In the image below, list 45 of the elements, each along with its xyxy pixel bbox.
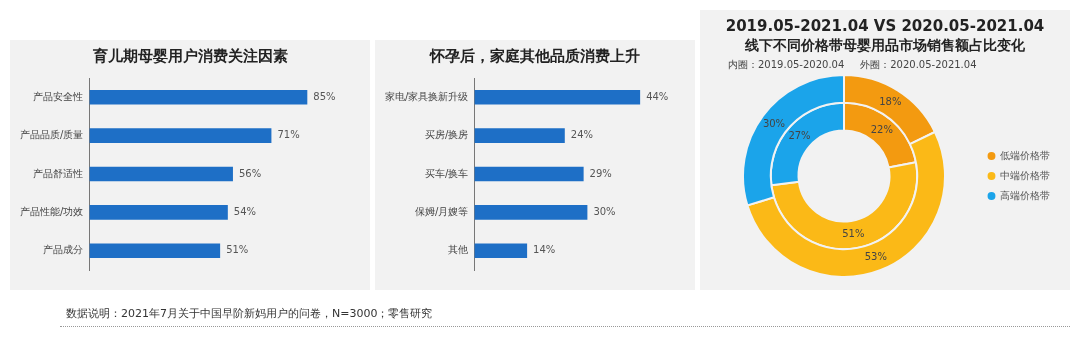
- data-label: 54%: [233, 205, 257, 217]
- bar: [474, 128, 565, 143]
- data-label: 51%: [226, 244, 249, 256]
- legend-label: 低端价格带: [1000, 149, 1050, 161]
- y-tick-label: 产品安全性: [33, 90, 84, 102]
- bar: [89, 128, 272, 143]
- bar: [474, 166, 584, 182]
- y-tick-label: 买车/换车: [424, 167, 469, 179]
- y-tick-label: 其他: [448, 244, 469, 256]
- chart-title: 怀孕后，家庭其他品质消费上升: [428, 46, 641, 66]
- y-tick-label: 保姆/月嫂等: [414, 205, 469, 217]
- y-tick-label: 产品成分: [43, 244, 84, 256]
- chart-subtitle: 线下不同价格带母婴用品市场销售额占比变化: [744, 36, 1026, 54]
- data-label: 85%: [313, 90, 336, 102]
- bar: [89, 166, 233, 182]
- bar: [89, 243, 221, 259]
- y-tick-label: 家电/家具换新升级: [384, 90, 469, 102]
- data-label: 56%: [238, 167, 262, 179]
- data-label: 18%: [879, 95, 902, 107]
- data-label: 27%: [788, 130, 811, 142]
- bar: [474, 89, 641, 105]
- data-label: 30%: [593, 205, 616, 217]
- y-tick-label: 产品品质/质量: [19, 129, 84, 141]
- chart-title: 育儿期母婴用户消费关注因素: [91, 46, 289, 66]
- data-label: 44%: [646, 90, 669, 102]
- text: 数据说明：2021年7月关于中国早阶新妈用户的问卷，N=3000；零售研究: [66, 306, 433, 321]
- legend-label: 高端价格带: [1000, 189, 1050, 201]
- y-tick-label: 买房/换房: [424, 129, 469, 141]
- chart-title: 2019.05-2021.04 VS 2020.05-2021.04: [724, 16, 1046, 36]
- data-label: 51%: [842, 228, 865, 240]
- data-label: 30%: [762, 117, 786, 129]
- y-tick-label: 产品性能/功效: [19, 205, 84, 217]
- y-tick-label: 产品舒适性: [33, 167, 84, 179]
- bar: [474, 243, 528, 259]
- data-label: 22%: [870, 123, 893, 135]
- data-label: 71%: [277, 129, 300, 141]
- data-label: 24%: [570, 129, 594, 141]
- data-label: 29%: [589, 167, 612, 179]
- data-label: 53%: [864, 250, 887, 262]
- text: 内圈：2019.05-2020.04 外圈：2020.05-2021.04: [728, 59, 977, 70]
- bar: [474, 205, 588, 220]
- legend-label: 中端价格带: [1000, 169, 1050, 181]
- bar: [89, 89, 308, 105]
- bar: [89, 205, 228, 220]
- data-label: 14%: [533, 244, 556, 256]
